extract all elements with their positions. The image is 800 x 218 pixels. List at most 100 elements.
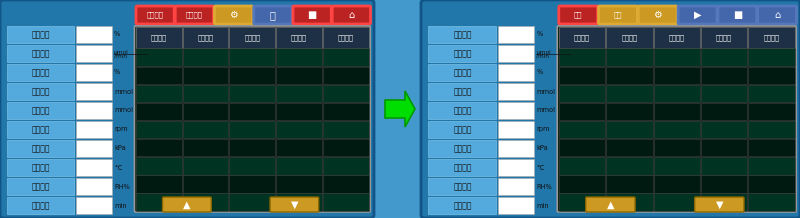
FancyBboxPatch shape [654, 175, 700, 193]
FancyBboxPatch shape [558, 6, 598, 24]
FancyBboxPatch shape [7, 45, 74, 62]
FancyBboxPatch shape [748, 139, 794, 157]
FancyBboxPatch shape [758, 6, 797, 24]
Text: mmol: mmol [114, 89, 133, 94]
FancyBboxPatch shape [498, 140, 534, 157]
Text: 反应时间: 反应时间 [32, 201, 50, 210]
FancyBboxPatch shape [558, 66, 605, 84]
FancyBboxPatch shape [748, 175, 794, 193]
FancyBboxPatch shape [498, 83, 534, 100]
Text: 产气速率: 产气速率 [454, 49, 472, 58]
FancyBboxPatch shape [701, 85, 747, 102]
FancyBboxPatch shape [276, 175, 322, 193]
FancyBboxPatch shape [276, 157, 322, 175]
Text: RH%: RH% [114, 184, 130, 189]
FancyBboxPatch shape [718, 6, 757, 24]
FancyBboxPatch shape [654, 66, 700, 84]
Text: 下载: 下载 [574, 12, 582, 18]
Text: 气体湿度: 气体湿度 [32, 182, 50, 191]
Text: ▲: ▲ [183, 199, 190, 209]
FancyBboxPatch shape [498, 45, 534, 62]
FancyBboxPatch shape [638, 6, 677, 24]
FancyBboxPatch shape [701, 157, 747, 175]
Text: ⌂: ⌂ [348, 10, 354, 20]
Text: 光量子数: 光量子数 [454, 106, 472, 115]
FancyBboxPatch shape [558, 121, 605, 138]
Text: 气体浓度: 气体浓度 [32, 68, 50, 77]
FancyBboxPatch shape [7, 64, 74, 81]
FancyBboxPatch shape [76, 45, 112, 62]
FancyBboxPatch shape [136, 66, 182, 84]
FancyBboxPatch shape [323, 139, 369, 157]
Text: ▲: ▲ [606, 199, 614, 209]
FancyBboxPatch shape [76, 178, 112, 195]
Text: 产气速率: 产气速率 [669, 34, 685, 41]
Text: 产气速率: 产气速率 [32, 49, 50, 58]
FancyBboxPatch shape [7, 178, 74, 195]
Text: 实验参数: 实验参数 [146, 12, 164, 18]
FancyBboxPatch shape [7, 83, 74, 100]
FancyBboxPatch shape [498, 197, 534, 214]
FancyBboxPatch shape [276, 27, 322, 48]
FancyBboxPatch shape [748, 193, 794, 211]
FancyBboxPatch shape [162, 197, 211, 212]
Text: 气体温度: 气体温度 [32, 163, 50, 172]
FancyBboxPatch shape [254, 6, 292, 24]
FancyBboxPatch shape [136, 6, 174, 24]
FancyBboxPatch shape [7, 102, 74, 119]
Text: 气体浓度: 气体浓度 [716, 34, 732, 41]
FancyBboxPatch shape [606, 139, 653, 157]
Text: rpm: rpm [114, 126, 127, 133]
Text: 产气速率: 产气速率 [244, 34, 260, 41]
Text: 气体浓度: 气体浓度 [291, 34, 307, 41]
Text: %: % [536, 31, 542, 37]
Text: 气体温度: 气体温度 [454, 163, 472, 172]
FancyBboxPatch shape [428, 26, 496, 43]
FancyBboxPatch shape [76, 121, 112, 138]
FancyBboxPatch shape [323, 121, 369, 138]
FancyBboxPatch shape [421, 0, 800, 218]
FancyBboxPatch shape [276, 66, 322, 84]
FancyBboxPatch shape [654, 27, 700, 48]
Text: 数据显示: 数据显示 [186, 12, 203, 18]
FancyBboxPatch shape [230, 193, 275, 211]
FancyBboxPatch shape [323, 193, 369, 211]
Text: ⌂: ⌂ [774, 10, 780, 20]
Text: mmol: mmol [536, 107, 555, 114]
FancyBboxPatch shape [701, 66, 747, 84]
FancyBboxPatch shape [136, 121, 182, 138]
Text: ℃: ℃ [114, 165, 122, 170]
FancyBboxPatch shape [276, 139, 322, 157]
FancyBboxPatch shape [182, 48, 229, 66]
FancyBboxPatch shape [586, 197, 635, 212]
FancyBboxPatch shape [76, 83, 112, 100]
FancyBboxPatch shape [606, 157, 653, 175]
FancyBboxPatch shape [230, 85, 275, 102]
FancyBboxPatch shape [276, 103, 322, 120]
FancyBboxPatch shape [230, 27, 275, 48]
Text: ℃: ℃ [536, 165, 544, 170]
FancyBboxPatch shape [0, 0, 374, 218]
Text: 量子产率: 量子产率 [198, 34, 214, 41]
FancyBboxPatch shape [558, 175, 605, 193]
FancyBboxPatch shape [606, 27, 653, 48]
Text: ⚙: ⚙ [654, 10, 662, 20]
FancyBboxPatch shape [323, 66, 369, 84]
Text: 气体湿度: 气体湿度 [454, 182, 472, 191]
FancyBboxPatch shape [182, 121, 229, 138]
Text: 搅拌速率: 搅拌速率 [454, 125, 472, 134]
FancyBboxPatch shape [748, 27, 794, 48]
FancyBboxPatch shape [76, 159, 112, 176]
Polygon shape [385, 91, 415, 127]
FancyBboxPatch shape [134, 26, 370, 212]
FancyBboxPatch shape [276, 48, 322, 66]
FancyBboxPatch shape [7, 159, 74, 176]
Text: ■: ■ [307, 10, 317, 20]
FancyBboxPatch shape [498, 102, 534, 119]
FancyBboxPatch shape [598, 6, 638, 24]
FancyBboxPatch shape [76, 26, 112, 43]
FancyBboxPatch shape [230, 103, 275, 120]
FancyBboxPatch shape [428, 45, 496, 62]
FancyBboxPatch shape [7, 197, 74, 214]
FancyBboxPatch shape [606, 48, 653, 66]
